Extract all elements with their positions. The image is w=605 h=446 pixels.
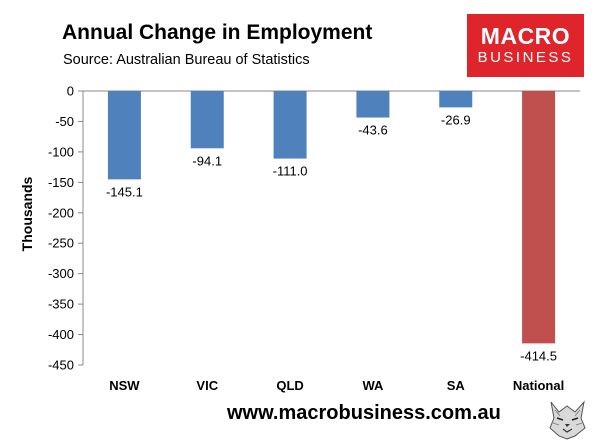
wolf-logo-icon	[545, 396, 590, 441]
logo-line-1: MACRO	[480, 23, 571, 49]
y-axis-label: Thousands	[19, 176, 35, 251]
chart-bars	[107, 91, 556, 344]
bar-vic	[190, 91, 224, 149]
chart-axes: 0 -50 -100 -150 -200 -250 -300 -350 -400 -450	[48, 84, 580, 373]
macrobusiness-logo: MACRO BUSINESS	[467, 14, 584, 77]
y-tick-label: -150	[48, 175, 74, 190]
footer-url: www.macrobusiness.com.au	[227, 402, 501, 424]
chart-source: Source: Australian Bureau of Statistics	[63, 52, 310, 68]
y-tick-label: -350	[48, 297, 74, 312]
data-label-qld: -111.0	[273, 164, 308, 179]
bar-wa	[356, 91, 390, 118]
chart-title: Annual Change in Employment	[62, 21, 373, 44]
logo-line-2: BUSINESS	[477, 49, 574, 66]
data-label-vic: -94.1	[192, 153, 222, 168]
chart-labels: -145.1 NSW -94.1 VIC -111.0 QLD -43.6 WA -26.9 SA…	[106, 112, 564, 393]
y-tick-label: -200	[48, 205, 74, 220]
data-label-wa: -43.6	[358, 123, 388, 138]
category-label-sa: SA	[447, 378, 466, 393]
y-tick-label: -400	[48, 327, 74, 342]
bar-nsw	[107, 91, 141, 180]
y-tick-label: -450	[48, 358, 74, 373]
category-label-nsw: NSW	[109, 378, 140, 393]
category-label-national: National	[513, 378, 564, 393]
bar-qld	[273, 91, 307, 159]
data-label-national: -414.5	[520, 348, 557, 363]
y-tick-label: -300	[48, 266, 74, 281]
category-label-qld: QLD	[276, 378, 303, 393]
y-tick-label: -250	[48, 236, 74, 251]
y-tick-label: -100	[48, 144, 74, 159]
y-tick-label: 0	[67, 84, 74, 99]
bar-sa	[439, 91, 473, 108]
category-label-vic: VIC	[196, 378, 218, 393]
data-label-nsw: -145.1	[106, 184, 143, 199]
y-tick-label: -50	[55, 114, 74, 129]
bar-national	[522, 91, 556, 344]
category-label-wa: WA	[362, 378, 384, 393]
data-label-sa: -26.9	[441, 112, 471, 127]
